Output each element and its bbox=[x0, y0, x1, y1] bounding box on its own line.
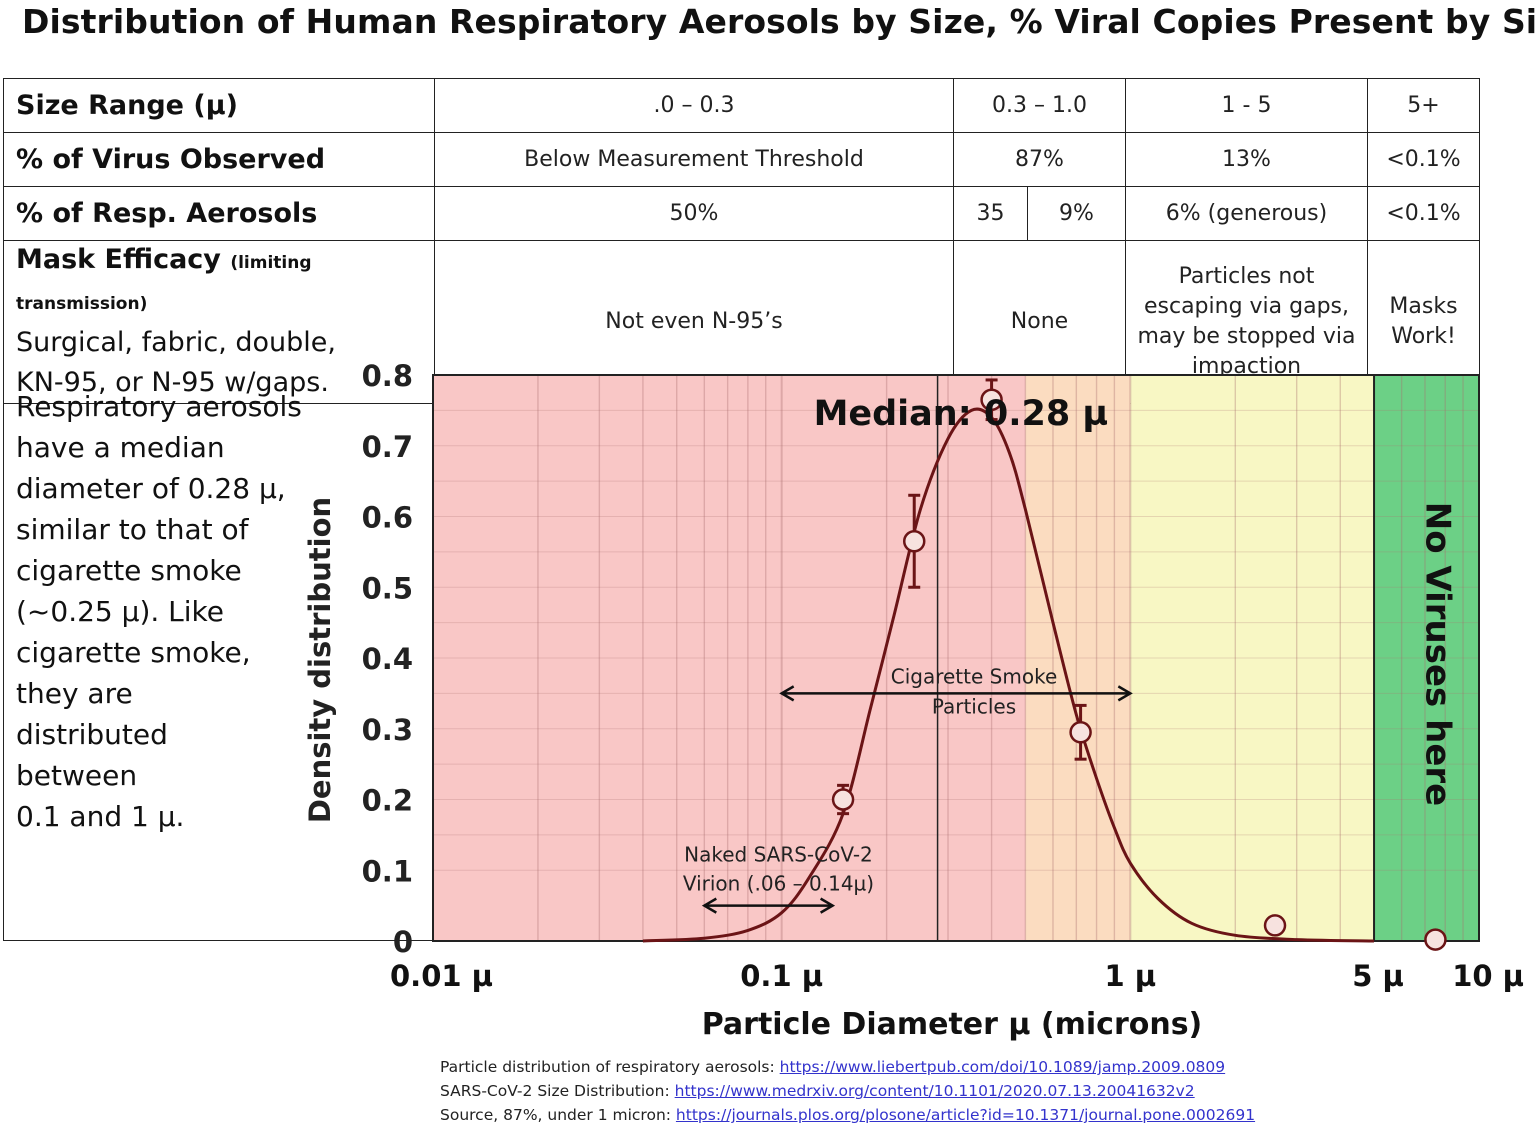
data-point bbox=[1069, 721, 1092, 744]
virus-observed-cell: Below Measurement Threshold bbox=[434, 132, 954, 187]
y-tick-label: 0 bbox=[393, 925, 413, 959]
explanation-line: similar to that of bbox=[16, 513, 249, 546]
explanation-line: 0.1 and 1 µ. bbox=[16, 800, 185, 833]
x-tick-label: 0.1 µ bbox=[740, 959, 823, 993]
resp-aerosols-row: % of Resp. Aerosols 50% 35 9% 6% (genero… bbox=[3, 186, 1480, 241]
plot-border bbox=[432, 374, 1480, 942]
x-axis-label: Particle Diameter µ (microns) bbox=[702, 1007, 1203, 1042]
mask-efficacy-desc: KN-95, or N-95 w/gaps. bbox=[16, 367, 329, 398]
density-curve-layer bbox=[642, 407, 1375, 943]
mask-efficacy-sublabel: (limiting transmission) bbox=[16, 253, 312, 314]
data-point bbox=[831, 788, 855, 811]
virus-observed-row: % of Virus Observed Below Measurement Th… bbox=[3, 132, 1480, 187]
size-band bbox=[1374, 375, 1479, 941]
size-band bbox=[433, 375, 1026, 941]
explanation-line: distributed bbox=[16, 718, 168, 751]
no-viruses-label: No Viruses here bbox=[1418, 502, 1458, 806]
reference-text: Source, 87%, under 1 micron: bbox=[440, 1106, 676, 1124]
y-tick-label: 0.8 bbox=[362, 359, 413, 393]
resp-aerosols-cell: 6% (generous) bbox=[1125, 186, 1368, 241]
annotations-layer: Median: 0.28 µ Cigarette Smoke Particles… bbox=[683, 394, 1458, 914]
resp-aerosols-cell: 9% bbox=[1027, 186, 1126, 241]
data-point bbox=[1263, 914, 1287, 937]
virus-observed-cell: <0.1% bbox=[1367, 132, 1480, 187]
reference-link[interactable]: https://journals.plos.org/plosone/articl… bbox=[675, 1106, 1256, 1124]
sars-range-arrow-head bbox=[701, 897, 717, 914]
data-point bbox=[902, 530, 926, 553]
y-axis-label: Density distribution bbox=[303, 497, 337, 823]
cigarette-smoke-label: Particles bbox=[932, 694, 1016, 718]
mask-cell-line: Work! bbox=[1391, 324, 1456, 349]
x-tick-label: 10 µ bbox=[1452, 959, 1524, 993]
chart-title: Distribution of Human Respiratory Aeroso… bbox=[22, 2, 1536, 41]
reference-line: Source, 87%, under 1 micron: https://jou… bbox=[440, 1103, 1255, 1127]
chart-frame bbox=[432, 374, 1480, 942]
size-range-cell: 0.3 – 1.0 bbox=[953, 78, 1126, 133]
reference-line: Particle distribution of respiratory aer… bbox=[440, 1055, 1255, 1079]
y-tick-label: 0.4 bbox=[362, 642, 413, 676]
y-tick-label: 0.3 bbox=[362, 713, 413, 747]
mask-efficacy-title: Mask Efficacy bbox=[16, 244, 221, 275]
virus-observed-label: % of Virus Observed bbox=[3, 132, 435, 187]
reference-text: Particle distribution of respiratory aer… bbox=[440, 1058, 780, 1076]
mask-efficacy-label: Mask Efficacy (limiting transmission) Su… bbox=[3, 240, 435, 404]
data-points-layer bbox=[831, 378, 1447, 951]
resp-aerosols-label: % of Resp. Aerosols bbox=[3, 186, 435, 241]
explanation-line: have a median bbox=[16, 431, 225, 464]
explanation-line: (~0.25 µ). Like bbox=[16, 595, 224, 628]
size-range-cell: 1 - 5 bbox=[1125, 78, 1368, 133]
y-axis-ticks: 0 0.1 0.2 0.3 0.4 0.5 0.6 0.7 0.8 bbox=[362, 359, 413, 959]
resp-aerosols-cell: <0.1% bbox=[1367, 186, 1480, 241]
density-curve bbox=[642, 407, 1375, 943]
x-tick-label: 5 µ bbox=[1352, 959, 1404, 993]
reference-link[interactable]: https://www.medrxiv.org/content/10.1101/… bbox=[674, 1082, 1195, 1100]
mask-cell-line: Masks bbox=[1389, 294, 1458, 319]
references: Particle distribution of respiratory aer… bbox=[440, 1055, 1255, 1127]
explanation-line: they are bbox=[16, 677, 133, 710]
y-tick-label: 0.6 bbox=[362, 501, 413, 535]
y-tick-label: 0.1 bbox=[362, 854, 413, 888]
explanation-line: diameter of 0.28 µ, bbox=[16, 472, 286, 505]
mask-efficacy-desc: Surgical, fabric, double, bbox=[16, 327, 336, 358]
y-tick-label: 0.2 bbox=[362, 784, 413, 818]
size-range-cell: 5+ bbox=[1367, 78, 1480, 133]
reference-link[interactable]: https://www.liebertpub.com/doi/10.1089/j… bbox=[779, 1058, 1226, 1076]
reference-text: SARS-CoV-2 Size Distribution: bbox=[440, 1082, 675, 1100]
mask-cell-line: may be stopped via bbox=[1137, 324, 1356, 349]
data-point bbox=[980, 388, 1003, 412]
virus-observed-cell: 13% bbox=[1125, 132, 1368, 187]
cigarette-smoke-label: Cigarette Smoke bbox=[891, 664, 1058, 688]
size-range-label: Size Range (µ) bbox=[3, 78, 435, 133]
explanation-line: cigarette smoke bbox=[16, 554, 242, 587]
x-axis-ticks: 0.01 µ 0.1 µ 1 µ 5 µ 10 µ bbox=[390, 959, 1524, 993]
sars-range-arrow-head bbox=[819, 897, 836, 914]
y-tick-label: 0.5 bbox=[362, 571, 413, 605]
cigarette-range-arrow-head bbox=[1117, 685, 1133, 702]
y-tick-label: 0.7 bbox=[362, 430, 413, 464]
size-band bbox=[1025, 375, 1131, 941]
x-tick-label: 0.01 µ bbox=[390, 959, 493, 993]
explanation-line: between bbox=[16, 759, 138, 792]
median-annotation: Median: 0.28 µ bbox=[814, 394, 1109, 434]
virus-observed-cell: 87% bbox=[953, 132, 1126, 187]
data-point bbox=[1424, 928, 1447, 951]
mask-cell-line: escaping via gaps, bbox=[1143, 294, 1350, 319]
sars-virion-label: Naked SARS-CoV-2 bbox=[684, 843, 873, 867]
size-band bbox=[1130, 375, 1375, 941]
reference-line: SARS-CoV-2 Size Distribution: https://ww… bbox=[440, 1079, 1255, 1103]
density-chart: Median: 0.28 µ Cigarette Smoke Particles… bbox=[303, 359, 1524, 1042]
left-explanation-text: Respiratory aerosols have a median diame… bbox=[16, 386, 302, 837]
explanation-line: cigarette smoke, bbox=[16, 636, 251, 669]
sars-virion-label: Virion (.06 – 0.14µ) bbox=[683, 872, 874, 896]
cigarette-range-arrow-head bbox=[779, 685, 795, 702]
mask-cell-line: Particles not bbox=[1178, 264, 1315, 289]
x-tick-label: 1 µ bbox=[1105, 959, 1157, 993]
resp-aerosols-cell: 50% bbox=[434, 186, 954, 241]
size-bands bbox=[433, 375, 1479, 941]
explanation-line: Respiratory aerosols bbox=[16, 390, 302, 423]
